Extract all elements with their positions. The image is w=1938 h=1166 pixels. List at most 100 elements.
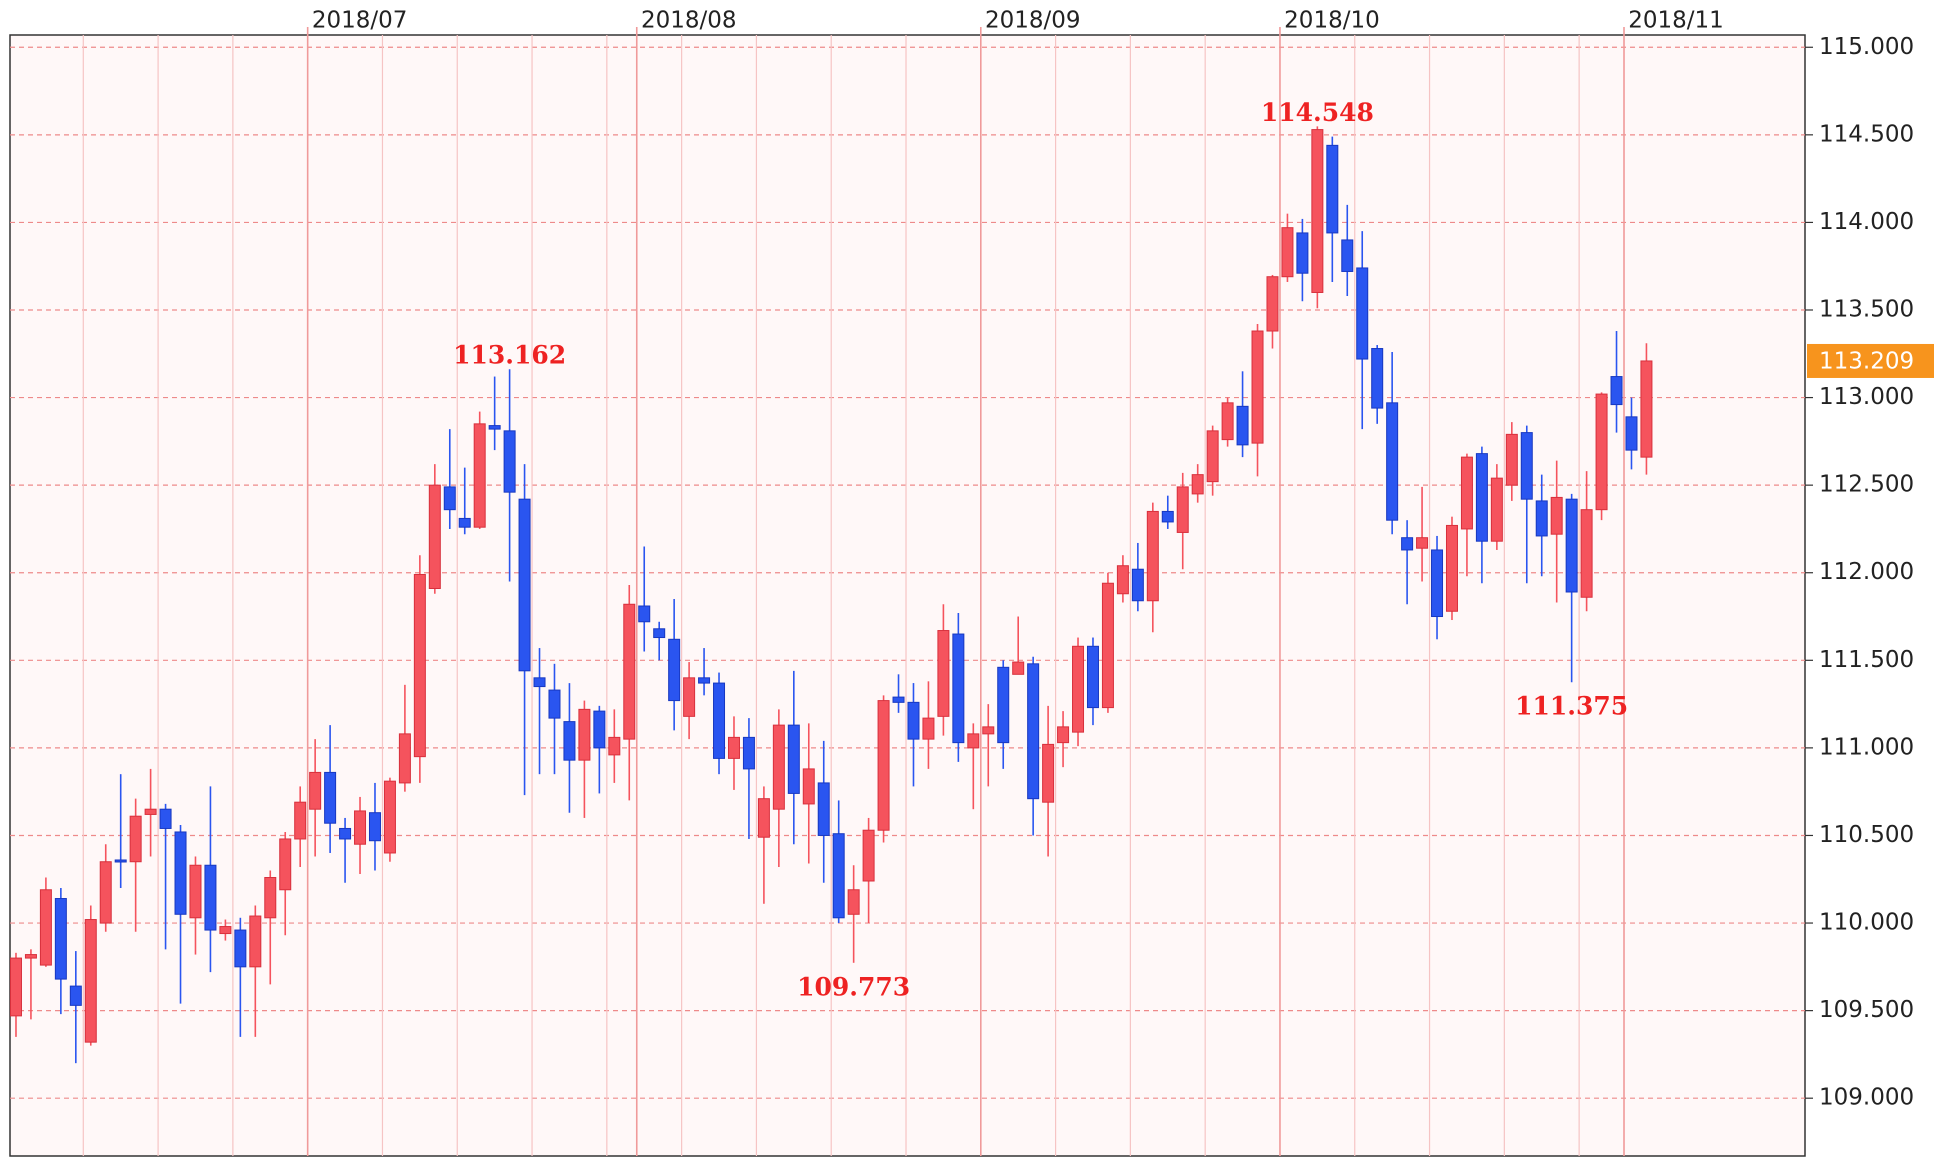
candle-body [54,898,67,980]
candle-body [383,780,396,854]
candle-body [458,517,471,528]
candle-body [279,838,292,891]
candle-body [324,771,337,824]
candle-body [443,486,456,511]
last-price-label: 113.209 [1819,348,1914,374]
candle-body [488,425,501,430]
candle-body [593,710,606,749]
candle-body [1460,456,1473,530]
candle-body [398,733,411,784]
candle-body [159,808,172,829]
candle-body [1072,645,1085,733]
candle-body [1490,477,1503,542]
candle-body [473,423,486,528]
candle-body [1505,433,1518,486]
candle-body [503,430,516,493]
candle-body [847,889,860,915]
y-tick-label: 113.500 [1819,296,1914,322]
candle-body [518,498,531,672]
candle-body [84,919,97,1043]
x-tick-label: 2018/07 [312,8,408,34]
x-tick-label: 2018/11 [1628,8,1724,34]
candle-body [668,638,681,702]
candle-body [1445,524,1458,612]
candle-body [787,724,800,794]
y-tick-label: 109.000 [1819,1085,1914,1111]
candle-body [39,889,52,966]
candle-body [249,915,262,968]
low-annotation: 111.375 [1515,692,1628,721]
candle-body [1086,645,1099,709]
candle-body [1595,393,1608,511]
candle-body [144,808,157,815]
candle-body [653,628,666,639]
candle-body [967,733,980,749]
candle-body [1191,474,1204,495]
candle-body [1206,430,1219,483]
candle-body [1251,330,1264,444]
candle-body [1116,565,1129,595]
candle-body [234,929,247,968]
y-tick-label: 114.000 [1819,209,1914,235]
candle-body [1341,239,1354,272]
candle-body [1012,661,1025,675]
candle-body [817,782,830,836]
candle-body [1416,537,1429,549]
candle-body [1027,663,1040,800]
last-price-box [1807,343,1934,378]
candle-body [982,726,995,735]
candle-body [1042,743,1055,803]
candle-body [1475,453,1488,542]
labels: 109.000 109.500 110.000 110.500 111.000 111.5… [312,8,1934,1111]
candle-body [309,771,322,810]
x-tick-label: 2018/10 [1284,8,1380,34]
candle-body [892,696,905,703]
candle-body [952,633,965,744]
candle-body [1565,498,1578,593]
candle-body [578,708,591,761]
candle-body [114,859,127,863]
candle-body [1281,227,1294,278]
candle-body [1221,402,1234,441]
candles [9,126,1653,1064]
candle-body [1386,402,1399,521]
candle-body [428,484,441,589]
high-annotation: 114.548 [1261,98,1374,127]
candle-body [1057,726,1070,744]
candle-body [1101,582,1114,709]
candle-body [1236,405,1249,446]
candle-body [264,877,277,919]
candle-body [1535,500,1548,537]
candle-body [877,700,890,831]
candle-body [802,768,815,805]
y-tick-label: 110.500 [1819,822,1914,848]
candle-body [1371,348,1384,409]
candle-body [204,864,217,931]
candle-body [1640,360,1653,458]
candle-body [608,736,621,756]
candle-body [99,861,112,924]
candle-body [1431,549,1444,618]
candle-body [533,677,546,688]
candle-body [832,833,845,919]
candle-body [757,798,770,838]
x-tick-label: 2018/09 [985,8,1081,34]
candle-body [698,677,711,684]
candle-body [1625,416,1638,451]
candle-body [937,630,950,717]
y-tick-label: 111.000 [1819,734,1914,760]
candle-body [1610,376,1623,406]
grid [10,27,1813,1156]
candle-body [1146,510,1159,602]
candle-body [563,721,576,761]
candle-body [9,957,22,1017]
candle-body [638,605,651,623]
candle-body [129,815,142,863]
candle-body [907,701,920,740]
y-tick-label: 112.000 [1819,559,1914,585]
x-tick-label: 2018/08 [641,8,737,34]
candle-body [174,831,187,915]
candle-body [1326,144,1339,234]
